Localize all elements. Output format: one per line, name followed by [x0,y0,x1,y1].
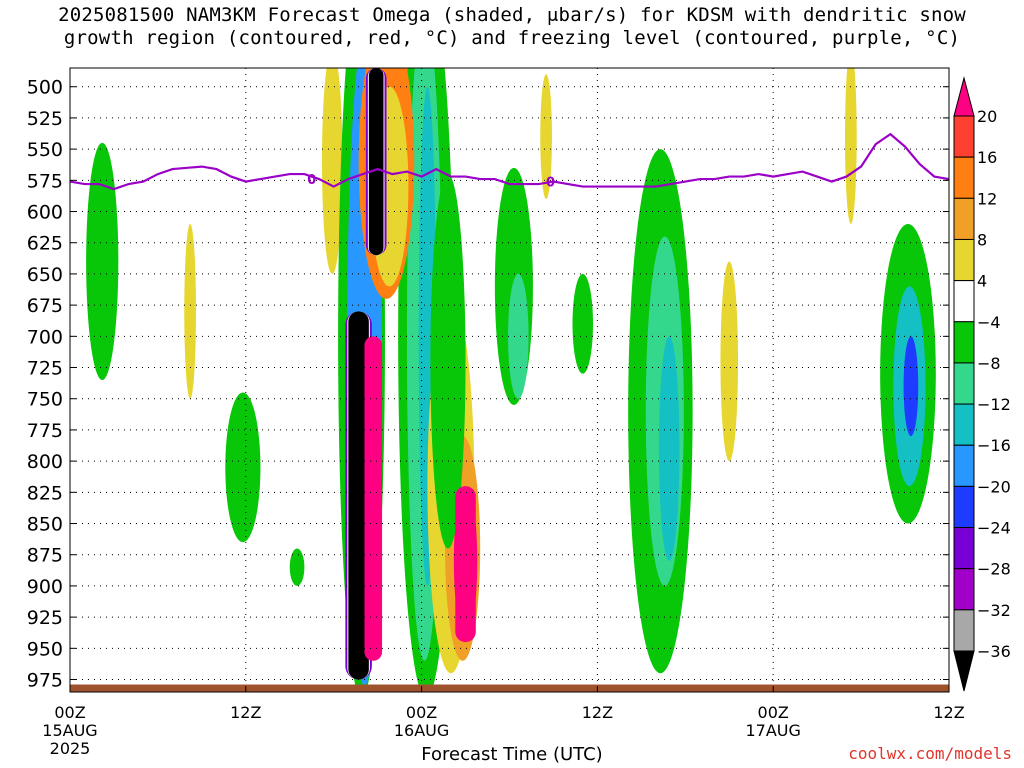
y-tick-label-725: 725 [27,358,63,380]
omega-region-3 [455,486,476,643]
colorbar-swatch-2 [953,156,975,199]
freezing-level-line [70,132,949,191]
colorbar-bottom-triangle [953,650,975,692]
omega-blob-18 [572,273,594,374]
y-tick-label-525: 525 [27,108,63,130]
omega-region-0 [368,68,384,256]
x-tick-label-12: 12Z [230,703,261,722]
colorbar-swatch-11 [953,527,975,570]
colorbar-label-5: −4 [977,313,1001,332]
y-tick-label-850: 850 [27,514,63,536]
colorbar-label-3: 8 [977,230,987,249]
omega-shading [86,68,936,692]
colorbar: 20 16 12 8 4 −4 −8 −12 −16 −20 −24 −28 −32 −36 [953,76,1011,692]
colorbar-label-9: −20 [977,477,1011,496]
y-tick-label-750: 750 [27,389,63,411]
x-axis-title: Forecast Time (UTC) [421,744,603,765]
colorbar-label-8: −16 [977,436,1011,455]
omega-blob-15 [430,174,466,549]
y-tick-label-675: 675 [27,295,63,317]
colorbar-swatch-3 [953,197,975,240]
x-tick-year-0: 2025 [50,739,91,758]
x-tick-label-0: 00Z [54,703,85,722]
omega-blob-0 [86,142,119,380]
y-tick-label-625: 625 [27,233,63,255]
omega-blob-23 [720,261,739,462]
colorbar-swatch-9 [953,444,975,487]
y-tick-label-550: 550 [27,139,63,161]
plot-frame [69,67,950,693]
y-tick-label-775: 775 [27,420,63,442]
colorbar-label-13: −36 [977,642,1011,661]
x-tick-date-0: 15AUG [42,721,97,740]
omega-region-1 [348,311,369,680]
omega-blob-4 [321,68,343,274]
colorbar-label-11: −28 [977,560,1011,579]
y-tick-label-975: 975 [27,670,63,692]
colorbar-swatch-1 [953,115,975,158]
y-tick-label-600: 600 [27,202,63,224]
colorbar-swatch-8 [953,403,975,446]
y-axis: 500 525 550 575 600 625 650 675 700 725 750 775 800 8… [27,77,949,692]
terrain [70,684,949,692]
colorbar-swatch-13 [953,609,975,652]
colorbar-swatch-12 [953,568,975,611]
colorbar-swatch-4 [953,238,975,282]
freezing-level-label-0: 0 [307,173,316,188]
chart-title-line1: 2025081500 NAM3KM Forecast Omega (shaded… [58,4,966,26]
y-tick-label-575: 575 [27,170,63,192]
omega-blob-22 [658,336,680,561]
colorbar-label-4: 4 [977,272,987,291]
colorbar-label-10: −24 [977,519,1011,538]
x-tick-label-36: 12Z [582,703,613,722]
omega-region-2 [364,336,383,661]
omega-blob-27 [903,336,919,437]
y-tick-label-825: 825 [27,482,63,504]
y-tick-label-500: 500 [27,77,63,99]
y-tick-label-925: 925 [27,607,63,629]
x-tick-date-48: 17AUG [745,721,800,740]
colorbar-swatch-5 [953,280,975,323]
y-tick-label-875: 875 [27,545,63,567]
freezing-level-label-1: 0 [546,176,555,191]
x-tick-label-48: 00Z [758,703,789,722]
y-tick-label-650: 650 [27,264,63,286]
colorbar-top-triangle [953,76,975,117]
omega-blob-3 [289,548,305,586]
y-tick-label-900: 900 [27,576,63,598]
colorbar-label-2: 12 [977,189,997,208]
colorbar-label-1: 16 [977,148,997,167]
y-tick-label-800: 800 [27,451,63,473]
colorbar-label-0: 20 [977,107,997,126]
colorbar-label-12: −32 [977,601,1011,620]
colorbar-label-7: −12 [977,395,1011,414]
y-tick-label-950: 950 [27,638,63,660]
terrain-fill [70,684,949,692]
y-tick-label-700: 700 [27,326,63,348]
x-tick-date-24: 16AUG [394,721,449,740]
colorbar-swatch-6 [953,321,975,364]
omega-blob-17 [508,273,529,399]
colorbar-swatch-7 [953,362,975,405]
colorbar-label-6: −8 [977,354,1001,373]
omega-blob-24 [844,68,857,224]
omega-blob-2 [225,392,261,543]
x-tick-label-60: 12Z [933,703,964,722]
chart-title-line2: growth region (contoured, red, °C) and f… [63,27,961,49]
grid [70,68,949,692]
x-tick-label-24: 00Z [406,703,437,722]
omega-blob-1 [184,223,196,399]
colorbar-swatch-10 [953,485,975,529]
omega-blob-19 [540,74,552,200]
credit-text: coolwx.com/models [848,744,1012,763]
